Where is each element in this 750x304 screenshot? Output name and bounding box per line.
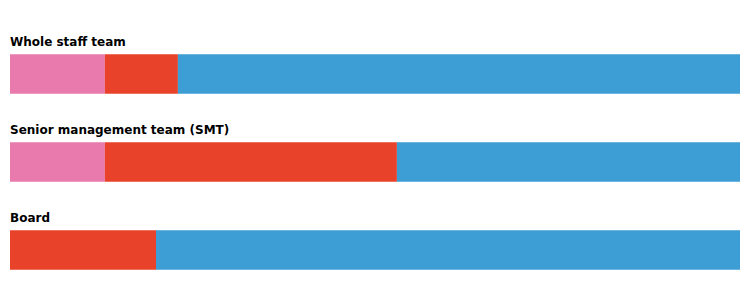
svg-text:Board: Board: [10, 211, 50, 225]
svg-text:Senior management team (SMT): Senior management team (SMT): [10, 123, 229, 137]
svg-text:Whole staff team: Whole staff team: [10, 35, 126, 49]
